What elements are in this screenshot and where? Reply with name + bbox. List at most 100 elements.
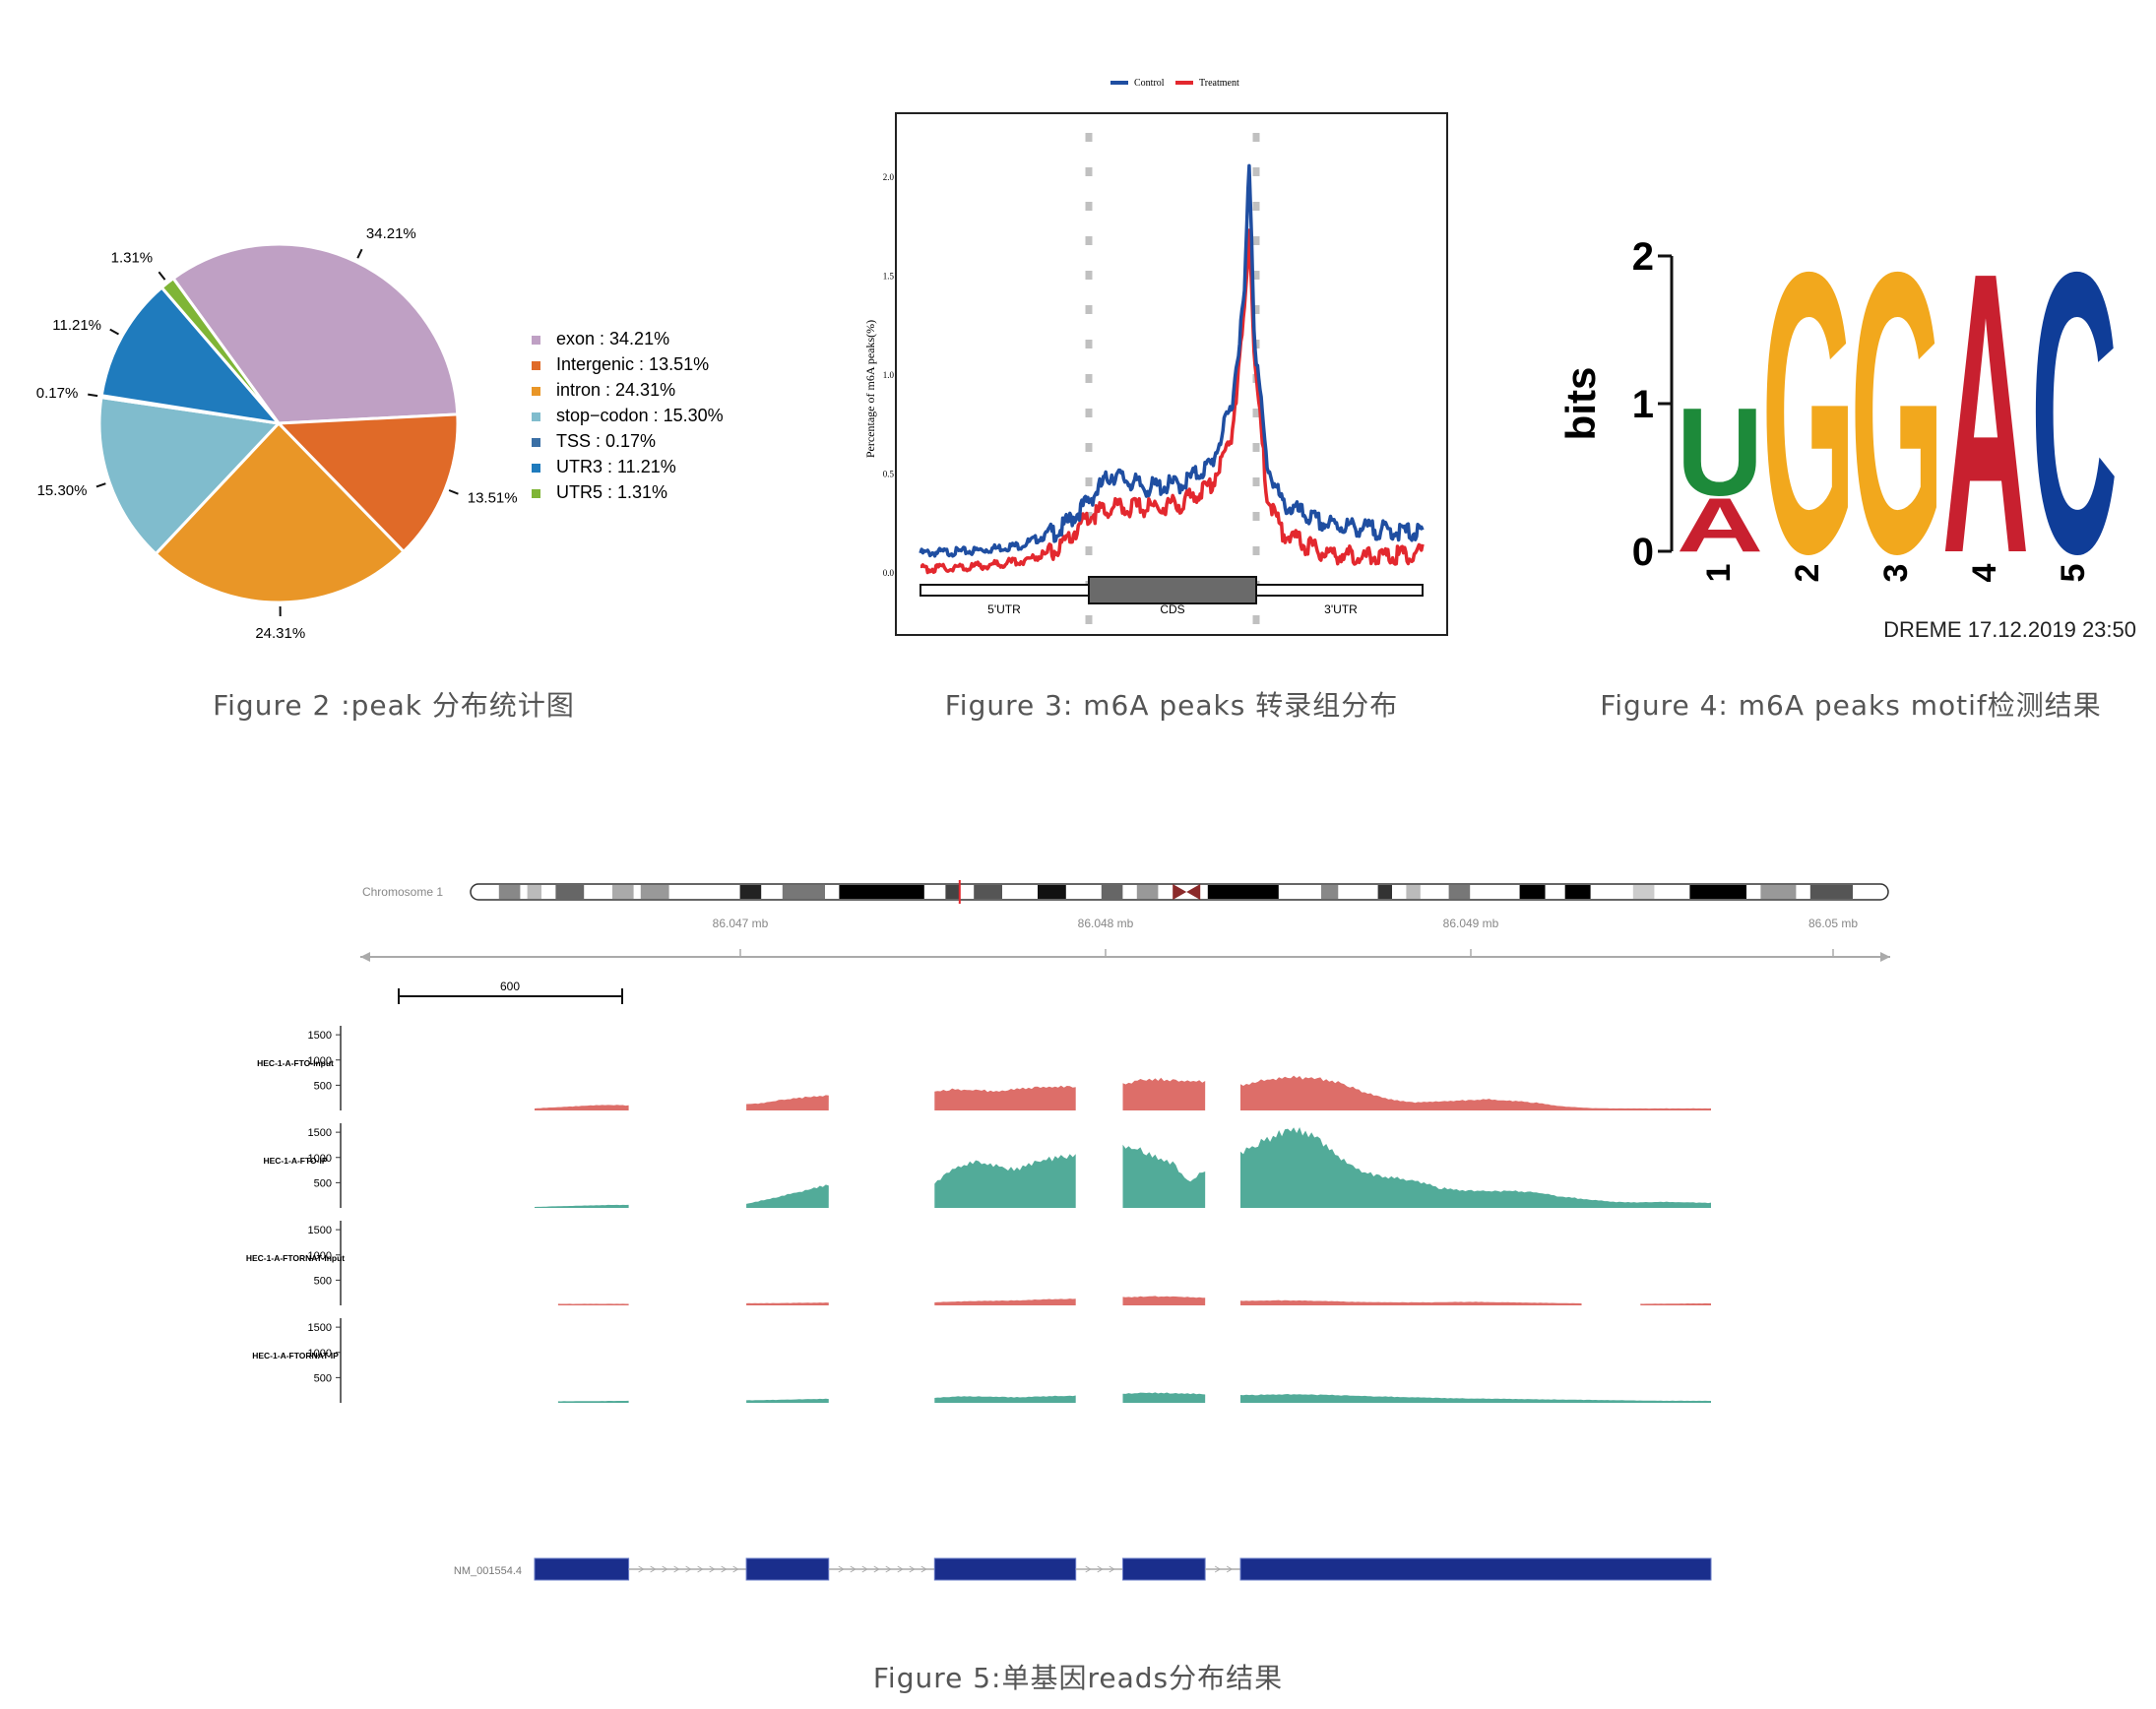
ideogram-band xyxy=(1207,885,1279,899)
coverage-area xyxy=(934,1395,1076,1403)
gene-strand-arrow xyxy=(873,1565,880,1573)
ideogram-band xyxy=(782,885,825,899)
pie-slice-utr5 xyxy=(159,276,281,424)
track-y-tick-label: 500 xyxy=(314,1275,332,1287)
transcript-model: 5'UTR CDS 3'UTR xyxy=(919,576,1424,616)
ideogram-band xyxy=(1760,885,1797,899)
pie-chart: 34.21% 13.51% 24.31% 15.30% 0.17% 11.21% 1.31%… xyxy=(36,225,724,642)
region-5utr-label: 5'UTR xyxy=(987,602,1021,616)
pie-leader-line xyxy=(356,248,363,259)
pie-leader-line xyxy=(109,328,119,336)
logo-letter-u: U xyxy=(1677,383,1763,523)
legend-swatch-exon xyxy=(532,336,540,345)
ideogram-band xyxy=(974,885,1002,899)
ideogram-band xyxy=(1377,885,1392,899)
logo-position-label: 3 xyxy=(1877,564,1915,583)
gene-strand-arrow xyxy=(1097,1565,1104,1573)
gene-strand-arrow xyxy=(697,1565,704,1573)
coverage-area xyxy=(746,1184,829,1208)
gene-strand-arrow xyxy=(732,1565,739,1573)
pie-slice-label: 0.17% xyxy=(36,385,79,402)
pie-slice-intron xyxy=(154,420,407,604)
coverage-track-3: 1500 1000 500 HEC-1-A-FTORNAT-IP xyxy=(252,1318,1711,1403)
coverage-track-1: 1500 1000 500 HEC-1-A-FTO-IP xyxy=(263,1123,1711,1208)
y-axis-label: Percentage of m6A peaks(%) xyxy=(863,320,877,458)
gene-strand-arrow xyxy=(897,1565,904,1573)
y-tick-label: 1.0 xyxy=(883,370,895,380)
logo-letter-a: A xyxy=(1942,217,2029,637)
gene-strand-arrow xyxy=(685,1565,692,1573)
coverage-area xyxy=(746,1095,829,1110)
pie-slice-intergenic xyxy=(275,412,460,554)
coverage-area xyxy=(557,1303,629,1305)
gene-model: NM_001554.4 xyxy=(454,1557,1712,1581)
ideogram-centromere xyxy=(1173,884,1201,900)
series-line-control xyxy=(919,163,1425,558)
y-tick-label: 1.5 xyxy=(883,272,895,282)
chromosome-ideogram xyxy=(470,880,1889,904)
ideogram-band xyxy=(612,885,634,899)
ideogram-band xyxy=(555,885,585,899)
axis-tick-label: 86.05 mb xyxy=(1808,917,1858,930)
pie-slice-label: 34.21% xyxy=(366,225,416,242)
coverage-area xyxy=(934,1298,1076,1305)
logo-y-label: bits xyxy=(1557,367,1604,441)
logo-position-labels: 1 2 3 4 5 xyxy=(1700,563,2092,582)
pie-slices xyxy=(97,242,460,604)
gene-strand-arrow xyxy=(1109,1565,1115,1573)
logo-position-label: 1 xyxy=(1700,564,1738,583)
logo-position-label: 5 xyxy=(2055,564,2092,583)
logo-position-label: 2 xyxy=(1789,564,1826,583)
track-y-tick-label: 1000 xyxy=(308,1250,332,1262)
gene-exon xyxy=(933,1557,1077,1581)
pie-leader-line xyxy=(158,271,166,281)
logo-y-tick-label: 1 xyxy=(1632,383,1654,426)
track-y-tick-label: 500 xyxy=(314,1372,332,1384)
legend-swatch-intergenic xyxy=(532,361,540,370)
pie-slice-label: 15.30% xyxy=(37,482,88,499)
region-3utr-label: 3'UTR xyxy=(1324,602,1358,616)
coverage-tracks: 1500 1000 500 HEC-1-A-FTO-Input 1500 1000 500 H… xyxy=(246,1026,1711,1403)
coverage-area xyxy=(1122,1144,1206,1208)
track-name: HEC-1-A-FTO-IP xyxy=(263,1156,327,1166)
coverage-area xyxy=(1122,1077,1206,1110)
legend-swatch-utr5 xyxy=(532,489,540,498)
track-y-tick-label: 1000 xyxy=(308,1348,332,1360)
legend-label-utr3: UTR3 : 11.21% xyxy=(556,457,676,476)
gene-exon xyxy=(534,1557,630,1581)
track-y-tick-label: 1500 xyxy=(308,1225,332,1236)
axis-tick-label: 86.047 mb xyxy=(713,917,769,930)
legend-label-stop-codon: stop−codon : 15.30% xyxy=(556,406,724,425)
gene-exon xyxy=(1239,1557,1712,1581)
ideogram-band xyxy=(839,885,924,899)
legend-control-label: Control xyxy=(1134,78,1165,89)
coverage-area xyxy=(535,1204,629,1208)
scale-bar: 600 xyxy=(398,980,623,1004)
ideogram-band xyxy=(640,885,669,899)
legend-label-intron: intron : 24.31% xyxy=(556,380,675,400)
track-y-tick-label: 1000 xyxy=(308,1055,332,1067)
gene-strand-arrow xyxy=(909,1565,916,1573)
gene-name: NM_001554.4 xyxy=(454,1565,522,1577)
coverage-area xyxy=(1240,1127,1711,1208)
legend-label-intergenic: Intergenic : 13.51% xyxy=(556,354,709,374)
ideogram-band xyxy=(1809,885,1853,899)
track-name: HEC-1-A-FTORNAT-Input xyxy=(246,1253,345,1263)
ideogram-band xyxy=(1519,885,1546,899)
pie-labels: 34.21% 13.51% 24.31% 15.30% 0.17% 11.21% 1.31% xyxy=(36,225,518,642)
coverage-area xyxy=(535,1105,629,1110)
gene-strand-arrow xyxy=(920,1565,927,1573)
pie-leader-line xyxy=(95,482,106,488)
logo-y-tick-label: 0 xyxy=(1632,531,1654,574)
coverage-area xyxy=(934,1154,1076,1208)
pie-slice-exon xyxy=(170,242,460,425)
gene-strand-arrow xyxy=(1085,1565,1092,1573)
coverage-area xyxy=(1122,1296,1206,1305)
transcript-cds-box xyxy=(1088,576,1257,604)
coverage-area xyxy=(1240,1075,1711,1110)
coverage-area xyxy=(934,1085,1076,1110)
ideogram-band xyxy=(1632,885,1655,899)
gene-strand-arrow xyxy=(709,1565,716,1573)
gene-strand-arrow xyxy=(1226,1565,1234,1573)
